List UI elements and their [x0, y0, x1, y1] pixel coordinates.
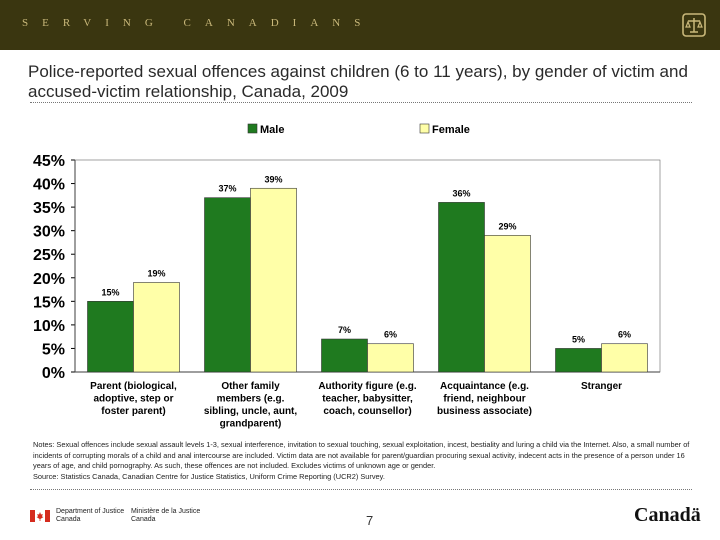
category-label-line: sibling, uncle, aunt,: [204, 406, 298, 417]
data-label: 36%: [452, 188, 470, 198]
x-axis-labels: Parent (biological, adoptive, step or fost…: [90, 381, 622, 430]
category-label: Parent (biological, adoptive, step or fost…: [90, 381, 177, 417]
canada-wordmark: Canadä: [634, 504, 701, 526]
y-axis: 0% 5% 10% 15% 20% 25% 30% 35% 40% 45%: [33, 153, 660, 382]
bar-male: [321, 338, 368, 373]
notes-divider: [30, 489, 692, 490]
slide-title: Police-reported sexual offences against …: [28, 62, 688, 101]
notes-text: Notes: Sexual offences include sexual as…: [33, 440, 690, 470]
bar-male: [555, 348, 602, 373]
notes-block: Notes: Sexual offences include sexual as…: [33, 440, 693, 482]
data-label: 6%: [618, 330, 631, 340]
category-label-line: adoptive, step or: [93, 394, 173, 405]
scales-of-justice-icon: [682, 13, 706, 37]
department-name-en-line-2: Canada: [56, 516, 81, 523]
legend-label-female: Female: [432, 124, 470, 136]
data-label: 15%: [101, 287, 119, 297]
banner-tagline: SERVING CANADIANS: [22, 17, 375, 29]
y-tick-label: 45%: [33, 153, 65, 170]
data-label: 39%: [264, 174, 282, 184]
y-tick-label: 30%: [33, 224, 65, 241]
category-label-line: Parent (biological,: [90, 381, 177, 392]
legend-swatch-female: [419, 123, 430, 134]
category-label: Acquaintance (e.g. friend, neighbour busin…: [437, 381, 532, 417]
bar-female: [484, 235, 531, 373]
y-tick-label: 5%: [42, 341, 65, 358]
category-label: Stranger: [581, 381, 622, 392]
bar-male: [204, 197, 251, 373]
source-text: Source: Statistics Canada, Canadian Cent…: [33, 471, 385, 481]
category-label-line: Other family: [221, 381, 280, 392]
data-label: 7%: [338, 325, 351, 335]
y-tick-label: 25%: [33, 247, 65, 264]
data-label: 6%: [384, 330, 397, 340]
data-label: 37%: [218, 184, 236, 194]
category-label-line: teacher, babysitter,: [322, 394, 413, 405]
y-tick-label: 40%: [33, 177, 65, 194]
y-tick-label: 20%: [33, 271, 65, 288]
bar-female: [250, 187, 297, 373]
category-label-line: coach, counsellor): [323, 406, 411, 417]
y-tick-label: 35%: [33, 200, 65, 217]
canada-flag-icon: [30, 510, 50, 522]
department-name-fr-line-1: Ministère de la Justice: [131, 508, 201, 515]
category-label-line: friend, neighbour: [443, 394, 525, 405]
bar-female: [601, 343, 648, 373]
bar-female: [133, 282, 180, 373]
bar-chart: Male Female 0%5%10%15%20%25%30%35%40%45% …: [33, 123, 661, 430]
bar-female: [367, 343, 414, 373]
department-name-en: Department of Justice Canada: [56, 508, 136, 524]
y-tick-label: 15%: [33, 294, 65, 311]
category-label: Authority figure (e.g. teacher, babysitte…: [318, 381, 417, 417]
data-label: 5%: [572, 334, 585, 344]
category-label-line: members (e.g.: [217, 394, 285, 405]
bar-male: [87, 301, 134, 373]
header-banner: SERVING CANADIANS: [0, 0, 720, 50]
department-name-fr-line-2: Canada: [131, 516, 156, 523]
bars: 15% 37% 7% 36% 5% 19% 39% 6% 29% 6%: [74, 159, 661, 373]
y-tick-label: 10%: [33, 318, 65, 335]
category-label-line: Authority figure (e.g.: [318, 381, 417, 392]
legend-swatch-male: [247, 123, 258, 134]
bar-male: [438, 202, 485, 373]
legend-label-male: Male: [260, 124, 284, 136]
category-label: Other family members (e.g. sibling, uncle,…: [204, 381, 298, 430]
chart-legend: Male Female: [247, 123, 470, 136]
department-name-en-line-1: Department of Justice: [56, 508, 125, 515]
data-label: 29%: [498, 221, 516, 231]
department-name-fr: Ministère de la Justice Canada: [131, 508, 221, 524]
category-label-line: Stranger: [581, 381, 622, 392]
category-label-line: foster parent): [101, 406, 165, 417]
category-label-line: Acquaintance (e.g.: [440, 381, 529, 392]
y-tick-label: 0%: [42, 365, 65, 382]
category-label-line: business associate): [437, 406, 532, 417]
page-number: 7: [366, 513, 374, 528]
category-label-line: grandparent): [220, 419, 282, 430]
data-label: 19%: [147, 268, 165, 278]
title-divider: [30, 102, 692, 103]
